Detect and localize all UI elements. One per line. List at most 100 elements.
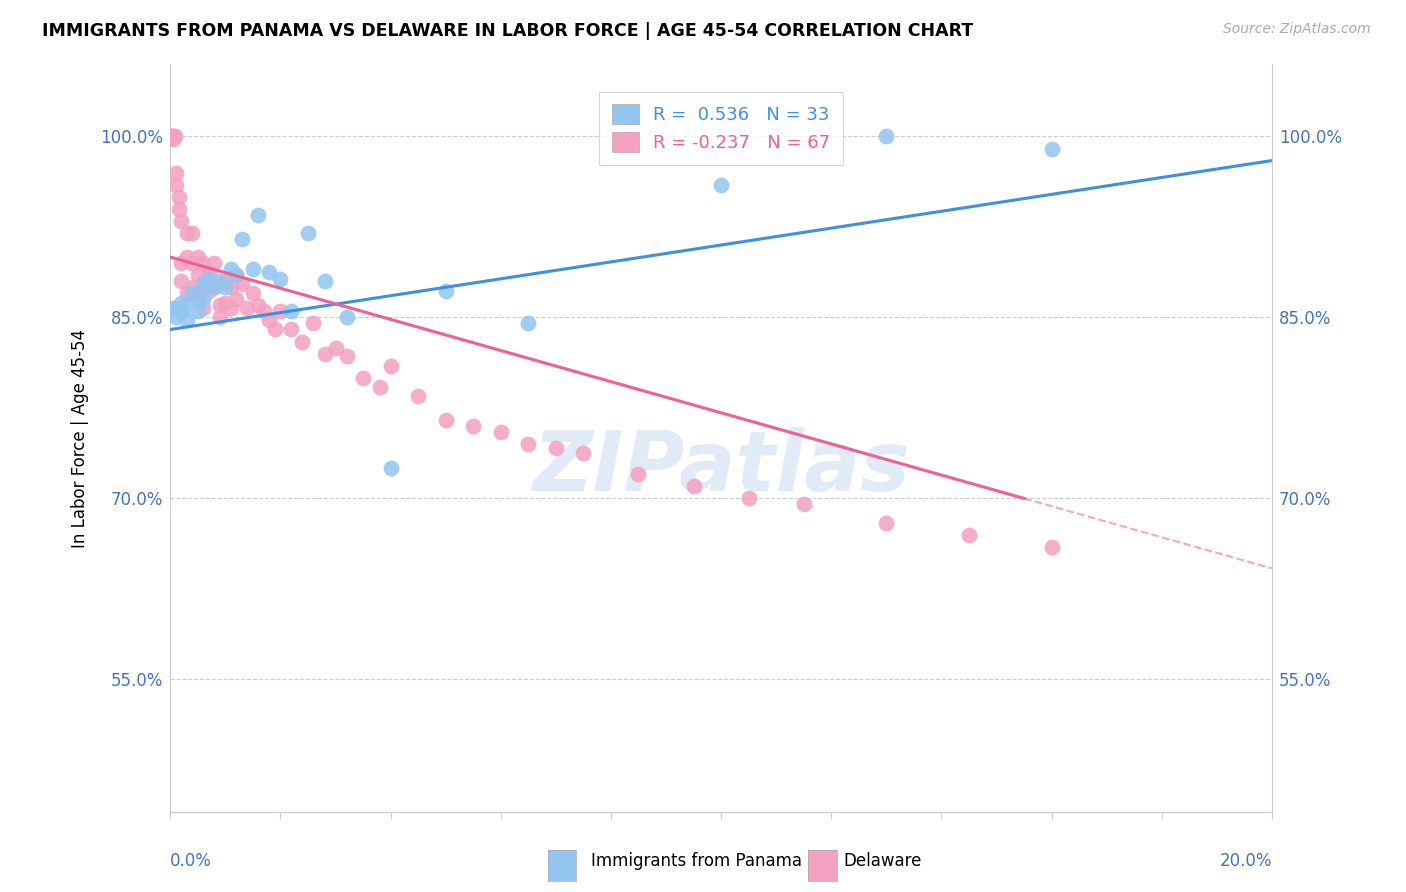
Point xyxy=(214,296,236,310)
Point xyxy=(219,262,242,277)
Point xyxy=(380,359,402,373)
Point xyxy=(202,280,225,294)
Point xyxy=(1040,141,1063,155)
Point xyxy=(193,293,215,307)
Point xyxy=(208,310,231,325)
Point xyxy=(325,341,347,355)
Point xyxy=(231,277,253,291)
Point xyxy=(162,132,184,146)
Point xyxy=(225,268,247,283)
Point xyxy=(176,313,198,327)
Point xyxy=(193,277,215,291)
Point xyxy=(247,208,270,222)
Point xyxy=(176,286,198,301)
Point xyxy=(737,491,759,506)
Point xyxy=(957,527,980,541)
Point xyxy=(434,284,457,298)
Point xyxy=(165,166,187,180)
Point xyxy=(352,370,374,384)
Point xyxy=(187,304,209,318)
Point xyxy=(193,256,215,270)
Point xyxy=(225,268,247,283)
Point xyxy=(198,264,221,278)
Text: Immigrants from Panama: Immigrants from Panama xyxy=(591,852,801,870)
Point xyxy=(170,214,193,228)
Point xyxy=(627,467,650,482)
Point xyxy=(170,274,193,288)
Text: 20.0%: 20.0% xyxy=(1219,852,1272,870)
Point xyxy=(170,296,193,310)
Text: 0.0%: 0.0% xyxy=(170,852,212,870)
Point xyxy=(181,256,204,270)
Point xyxy=(335,349,357,363)
Y-axis label: In Labor Force | Age 45-54: In Labor Force | Age 45-54 xyxy=(72,328,89,548)
Point xyxy=(187,250,209,264)
Point xyxy=(225,293,247,307)
Point xyxy=(489,425,512,439)
Point xyxy=(259,264,281,278)
Point xyxy=(176,298,198,312)
Text: Source: ZipAtlas.com: Source: ZipAtlas.com xyxy=(1223,22,1371,37)
Point xyxy=(463,419,485,434)
Point xyxy=(875,129,897,144)
Point xyxy=(176,250,198,264)
Point xyxy=(269,272,291,286)
Point xyxy=(165,301,187,315)
Point xyxy=(269,304,291,318)
Point xyxy=(231,232,253,246)
Point xyxy=(170,304,193,318)
Point xyxy=(165,310,187,325)
Point xyxy=(202,280,225,294)
Text: Delaware: Delaware xyxy=(844,852,922,870)
Point xyxy=(176,226,198,240)
Point xyxy=(259,313,281,327)
Point xyxy=(167,190,190,204)
Point xyxy=(335,310,357,325)
Point xyxy=(517,317,540,331)
Point xyxy=(280,304,302,318)
Point xyxy=(181,226,204,240)
Point xyxy=(544,441,567,455)
Point xyxy=(193,277,215,291)
Text: IMMIGRANTS FROM PANAMA VS DELAWARE IN LABOR FORCE | AGE 45-54 CORRELATION CHART: IMMIGRANTS FROM PANAMA VS DELAWARE IN LA… xyxy=(42,22,973,40)
Point xyxy=(572,445,595,459)
Point xyxy=(208,274,231,288)
Point xyxy=(242,262,264,277)
Point xyxy=(682,479,704,493)
Point xyxy=(368,380,391,394)
Point xyxy=(198,272,221,286)
Point xyxy=(214,280,236,294)
Point xyxy=(219,301,242,315)
Point xyxy=(165,178,187,192)
Point xyxy=(1040,540,1063,554)
Point xyxy=(875,516,897,530)
Point xyxy=(517,437,540,451)
Point xyxy=(187,293,209,307)
Point xyxy=(202,256,225,270)
Point xyxy=(406,389,429,403)
Point xyxy=(187,268,209,283)
Point xyxy=(380,461,402,475)
Point xyxy=(167,202,190,216)
Point xyxy=(160,129,183,144)
Point xyxy=(163,129,186,144)
Point xyxy=(793,497,815,511)
Point xyxy=(247,298,270,312)
Point xyxy=(187,286,209,301)
Point xyxy=(242,286,264,301)
Point xyxy=(434,413,457,427)
Legend: R =  0.536   N = 33, R = -0.237   N = 67: R = 0.536 N = 33, R = -0.237 N = 67 xyxy=(599,92,844,165)
Point xyxy=(264,322,287,336)
Point xyxy=(162,301,184,315)
Point xyxy=(208,298,231,312)
Point xyxy=(297,226,319,240)
Point xyxy=(198,284,221,298)
Point xyxy=(181,286,204,301)
Point xyxy=(253,304,276,318)
Point xyxy=(160,129,183,144)
Point xyxy=(236,301,259,315)
Point xyxy=(181,280,204,294)
Point xyxy=(214,274,236,288)
Point xyxy=(170,256,193,270)
Point xyxy=(162,129,184,144)
